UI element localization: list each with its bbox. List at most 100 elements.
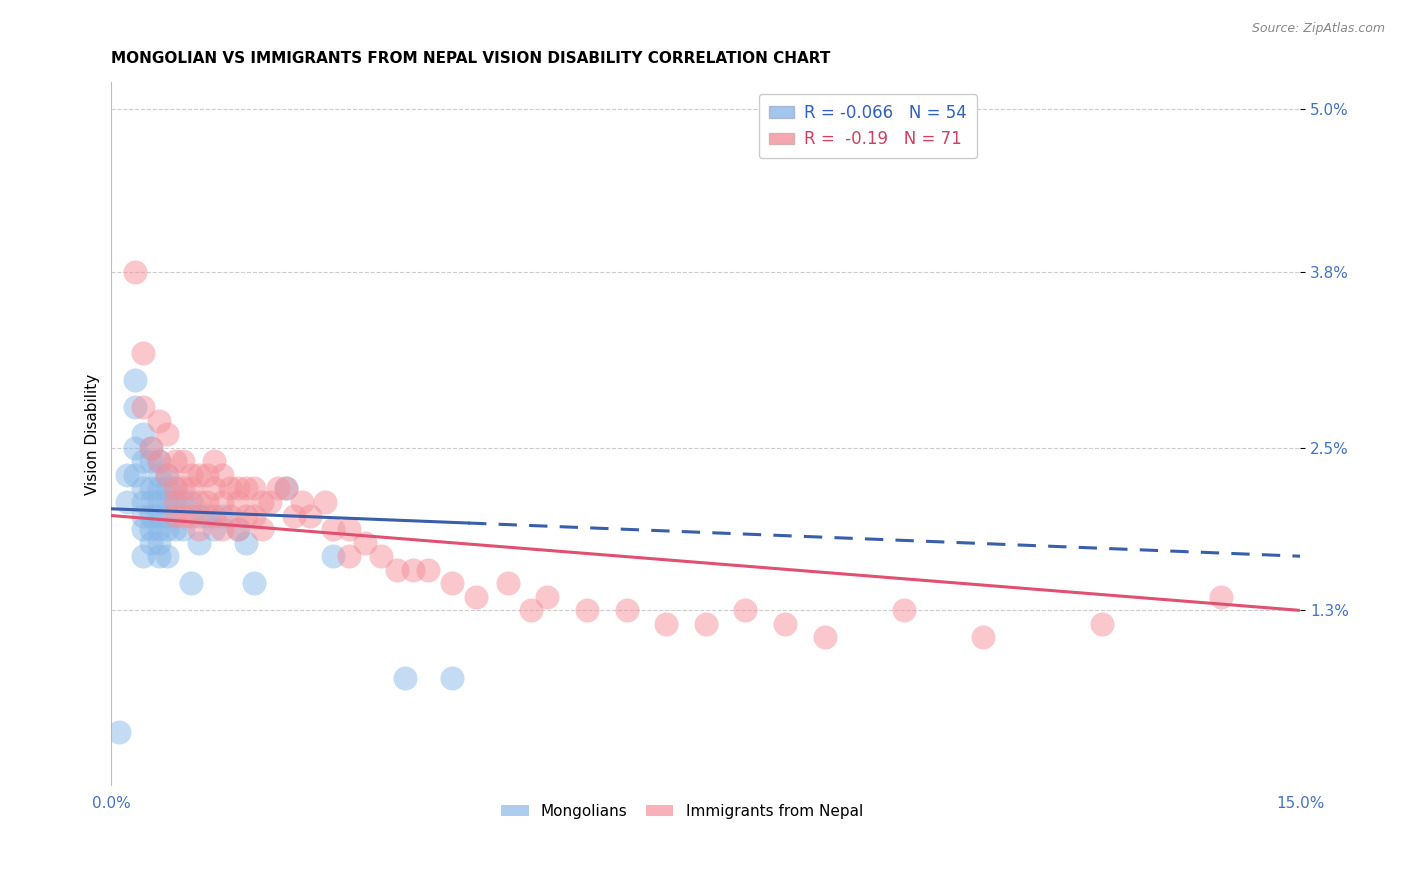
Point bbox=[163, 482, 186, 496]
Point bbox=[211, 467, 233, 482]
Point bbox=[195, 495, 218, 509]
Point bbox=[235, 482, 257, 496]
Point bbox=[156, 508, 179, 523]
Point bbox=[124, 265, 146, 279]
Point bbox=[172, 522, 194, 536]
Point bbox=[235, 535, 257, 549]
Point bbox=[385, 563, 408, 577]
Point bbox=[226, 495, 249, 509]
Point bbox=[139, 522, 162, 536]
Point bbox=[243, 482, 266, 496]
Point bbox=[187, 495, 209, 509]
Point bbox=[139, 508, 162, 523]
Point bbox=[187, 508, 209, 523]
Point bbox=[322, 522, 344, 536]
Point bbox=[418, 563, 440, 577]
Point bbox=[163, 522, 186, 536]
Point bbox=[204, 454, 226, 468]
Point bbox=[156, 495, 179, 509]
Point bbox=[132, 549, 155, 564]
Point bbox=[156, 467, 179, 482]
Point bbox=[211, 495, 233, 509]
Point bbox=[132, 346, 155, 360]
Point bbox=[354, 535, 377, 549]
Point bbox=[180, 482, 202, 496]
Point bbox=[108, 725, 131, 739]
Point bbox=[219, 482, 242, 496]
Point bbox=[195, 508, 218, 523]
Point bbox=[226, 482, 249, 496]
Point bbox=[616, 603, 638, 617]
Point bbox=[441, 576, 464, 591]
Point bbox=[156, 549, 179, 564]
Point bbox=[148, 414, 170, 428]
Point bbox=[124, 441, 146, 455]
Point bbox=[337, 522, 360, 536]
Point bbox=[734, 603, 756, 617]
Point bbox=[139, 482, 162, 496]
Point bbox=[655, 616, 678, 631]
Y-axis label: Vision Disability: Vision Disability bbox=[86, 374, 100, 495]
Point bbox=[180, 576, 202, 591]
Text: MONGOLIAN VS IMMIGRANTS FROM NEPAL VISION DISABILITY CORRELATION CHART: MONGOLIAN VS IMMIGRANTS FROM NEPAL VISIO… bbox=[111, 51, 831, 66]
Point bbox=[148, 549, 170, 564]
Point bbox=[211, 508, 233, 523]
Point bbox=[163, 482, 186, 496]
Point bbox=[148, 535, 170, 549]
Point bbox=[274, 482, 297, 496]
Point bbox=[204, 482, 226, 496]
Point bbox=[204, 508, 226, 523]
Point bbox=[496, 576, 519, 591]
Point bbox=[148, 495, 170, 509]
Point bbox=[291, 495, 314, 509]
Point bbox=[394, 671, 416, 685]
Point bbox=[148, 508, 170, 523]
Point bbox=[132, 454, 155, 468]
Point bbox=[195, 467, 218, 482]
Point bbox=[441, 671, 464, 685]
Point bbox=[274, 482, 297, 496]
Point bbox=[893, 603, 915, 617]
Point bbox=[148, 454, 170, 468]
Point bbox=[180, 495, 202, 509]
Point bbox=[148, 454, 170, 468]
Point bbox=[243, 576, 266, 591]
Point bbox=[156, 427, 179, 442]
Point bbox=[132, 482, 155, 496]
Point bbox=[148, 482, 170, 496]
Point bbox=[226, 522, 249, 536]
Point bbox=[536, 590, 558, 604]
Point bbox=[139, 535, 162, 549]
Point bbox=[180, 508, 202, 523]
Point bbox=[211, 522, 233, 536]
Point bbox=[1091, 616, 1114, 631]
Point bbox=[132, 508, 155, 523]
Text: Source: ZipAtlas.com: Source: ZipAtlas.com bbox=[1251, 22, 1385, 36]
Point bbox=[163, 495, 186, 509]
Point bbox=[163, 495, 186, 509]
Point bbox=[148, 522, 170, 536]
Point bbox=[124, 467, 146, 482]
Point bbox=[172, 482, 194, 496]
Point bbox=[187, 467, 209, 482]
Point bbox=[172, 508, 194, 523]
Point bbox=[322, 549, 344, 564]
Point bbox=[187, 535, 209, 549]
Point bbox=[773, 616, 796, 631]
Point bbox=[314, 495, 336, 509]
Point bbox=[267, 482, 290, 496]
Point bbox=[283, 508, 305, 523]
Point bbox=[259, 495, 281, 509]
Legend: Mongolians, Immigrants from Nepal: Mongolians, Immigrants from Nepal bbox=[495, 797, 869, 824]
Point bbox=[250, 522, 273, 536]
Point bbox=[204, 522, 226, 536]
Point bbox=[180, 467, 202, 482]
Point bbox=[156, 522, 179, 536]
Point bbox=[1209, 590, 1232, 604]
Point bbox=[219, 508, 242, 523]
Point bbox=[156, 482, 179, 496]
Point bbox=[132, 495, 155, 509]
Point bbox=[139, 454, 162, 468]
Point bbox=[465, 590, 488, 604]
Point bbox=[139, 495, 162, 509]
